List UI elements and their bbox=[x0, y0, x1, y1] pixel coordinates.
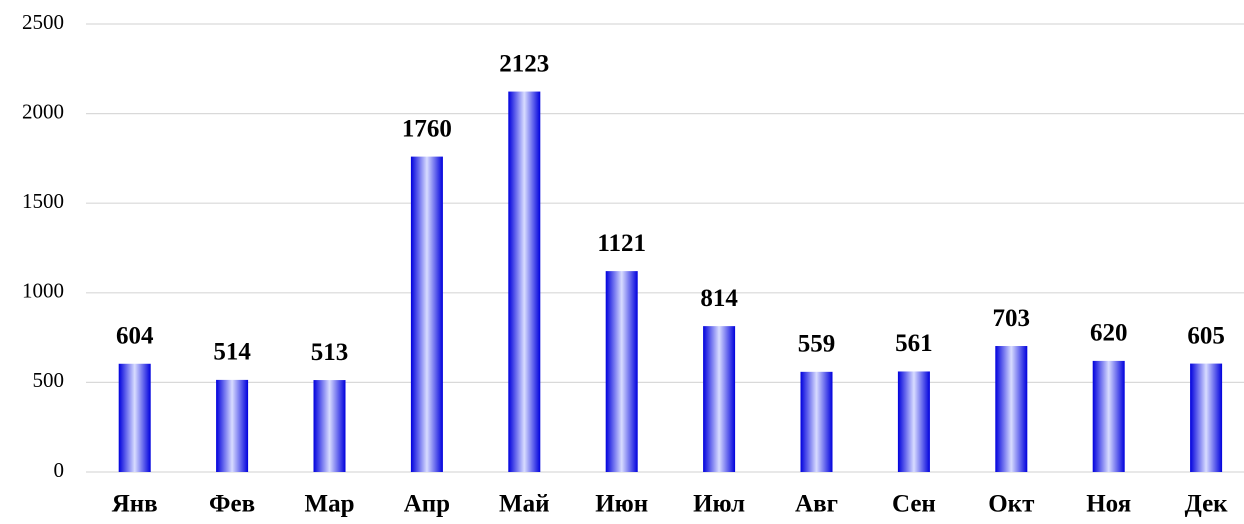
value-label: 703 bbox=[993, 305, 1031, 332]
bar bbox=[800, 371, 833, 472]
y-tick-label: 0 bbox=[54, 458, 65, 482]
x-tick-label: Фев bbox=[209, 491, 255, 518]
x-tick-label: Окт bbox=[988, 491, 1034, 518]
x-tick-label: Дек bbox=[1185, 491, 1229, 518]
bar bbox=[118, 363, 151, 472]
value-label: 1121 bbox=[597, 230, 646, 257]
bar bbox=[897, 371, 930, 472]
value-label: 513 bbox=[311, 339, 349, 366]
y-tick-label: 1500 bbox=[22, 189, 64, 213]
x-tick-label: Июн bbox=[595, 491, 648, 518]
bar bbox=[410, 156, 443, 472]
value-label: 814 bbox=[700, 285, 738, 312]
value-label: 2123 bbox=[499, 50, 549, 77]
bar bbox=[605, 271, 638, 472]
x-tick-label: Июл bbox=[693, 491, 745, 518]
bar bbox=[313, 380, 346, 472]
x-tick-label: Авг bbox=[795, 491, 838, 518]
bar bbox=[1190, 363, 1223, 472]
value-label: 1760 bbox=[402, 115, 452, 142]
bar bbox=[703, 326, 736, 472]
value-label: 514 bbox=[213, 339, 251, 366]
x-tick-label: Янв bbox=[112, 491, 158, 518]
bar bbox=[1092, 360, 1125, 472]
y-tick-label: 2000 bbox=[22, 99, 64, 123]
x-tick-label: Сен bbox=[892, 491, 936, 518]
value-label: 605 bbox=[1187, 322, 1225, 349]
x-tick-label: Май bbox=[499, 491, 550, 518]
value-label: 604 bbox=[116, 322, 154, 349]
x-tick-label: Ноя bbox=[1086, 491, 1131, 518]
x-tick-label: Апр bbox=[404, 491, 450, 518]
value-label: 561 bbox=[895, 330, 933, 357]
value-label: 620 bbox=[1090, 320, 1128, 347]
bar bbox=[508, 91, 541, 472]
bar bbox=[995, 346, 1028, 472]
y-tick-label: 500 bbox=[33, 368, 65, 392]
y-tick-label: 1000 bbox=[22, 279, 64, 303]
value-label: 559 bbox=[798, 331, 836, 358]
bar bbox=[216, 379, 249, 472]
x-tick-label: Мар bbox=[305, 491, 355, 518]
y-tick-label: 2500 bbox=[22, 10, 64, 34]
